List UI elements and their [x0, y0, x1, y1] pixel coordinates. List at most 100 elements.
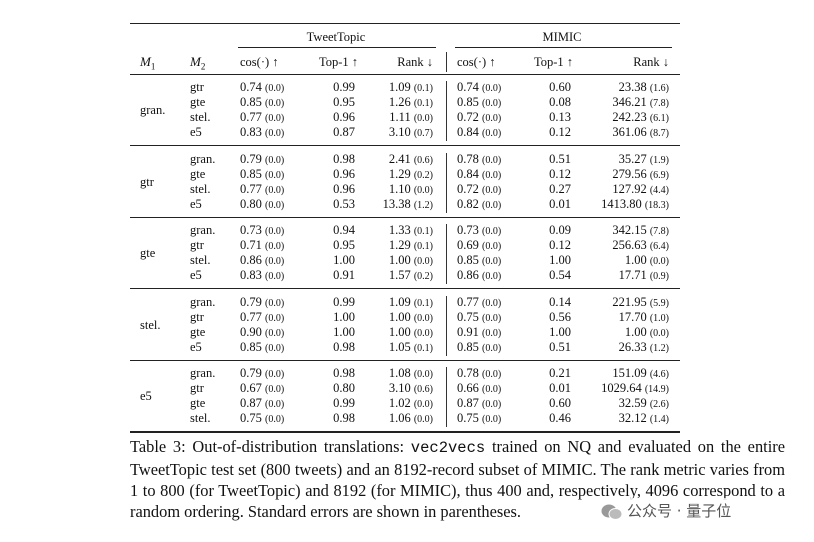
standard-error: (1.2) [413, 199, 433, 211]
cell-value: 0.21 [549, 366, 571, 381]
model-name: gtr [140, 174, 154, 189]
cell: 151.09 (4.6) [612, 366, 669, 382]
standard-error: (0.0) [265, 414, 285, 426]
cell: 1.29 (0.1) [389, 238, 433, 254]
cell-value: 1.00 [333, 324, 355, 339]
cell: 0.77 (0.0) [240, 182, 284, 198]
standard-error: (0.0) [482, 414, 502, 426]
standard-error: (0.1) [413, 226, 433, 238]
group-header: TweetTopic [307, 30, 366, 44]
caption-code: vec2vecs [410, 439, 486, 457]
cell-value: 346.21 [612, 95, 647, 109]
cell-value: 0.84 [457, 125, 479, 139]
cell: 1.00 (0.0) [389, 325, 433, 341]
rule [238, 47, 436, 48]
cell-value: gtr [190, 309, 204, 324]
cell: 2.41 (0.6) [389, 152, 433, 168]
standard-error: (0.0) [482, 327, 502, 339]
standard-error: (0.0) [482, 297, 502, 309]
cell-value: 0.27 [549, 181, 571, 196]
cell: gtr [190, 381, 204, 395]
cell: 0.98 [333, 411, 355, 425]
cell: 361.06 (8.7) [612, 125, 669, 141]
caption: Table 3: Out-of-distribution translation… [130, 436, 785, 522]
cell: 0.77 (0.0) [240, 310, 284, 326]
cell-value: 0.83 [240, 125, 262, 139]
cell-value: 0.12 [549, 166, 571, 181]
column-divider [446, 152, 447, 213]
cell-value: 0.99 [333, 294, 355, 309]
cell-value: 0.78 [457, 366, 479, 381]
subscript: 1 [150, 61, 156, 72]
cell: e5 [190, 340, 202, 354]
cell-value: 0.85 [457, 253, 479, 268]
standard-error: (0.1) [413, 83, 433, 94]
standard-error: (0.0) [413, 113, 433, 124]
cell-value: 0.75 [457, 309, 479, 324]
cell-value: 0.79 [240, 366, 262, 381]
column-title: cos(·) ↑ [240, 55, 279, 69]
cell: gte [190, 95, 205, 109]
cell-value: 0.87 [457, 396, 479, 411]
cell: 0.54 [549, 268, 571, 282]
standard-error: (0.0) [265, 83, 285, 94]
cell: 0.60 [549, 80, 571, 94]
cell: 0.80 (0.0) [240, 197, 284, 213]
column-title: Top-1 ↑ [318, 55, 358, 69]
column-title: cos(·) ↑ [457, 55, 496, 69]
cell: 0.71 (0.0) [240, 238, 284, 254]
model-name: stel. [140, 317, 161, 332]
column-header: Rank ↓ [633, 55, 669, 69]
cell-value: 0.85 [240, 166, 262, 181]
standard-error: (1.9) [649, 154, 669, 166]
cell-value: 0.86 [240, 253, 262, 268]
cell-value: 1413.80 [601, 196, 642, 211]
cell-value: 32.59 [618, 396, 647, 411]
cell-value: 0.98 [333, 339, 355, 354]
cell: 0.85 (0.0) [457, 253, 501, 269]
standard-error: (0.0) [265, 128, 285, 139]
standard-error: (0.0) [265, 154, 285, 166]
cell-value: 0.77 [240, 181, 262, 196]
cell-value: 0.86 [457, 268, 479, 283]
cell-value: 0.96 [333, 166, 355, 181]
cell-value: 151.09 [612, 366, 647, 381]
cell-value: 0.95 [333, 95, 355, 109]
standard-error: (0.0) [265, 199, 285, 211]
cell-value: 1.08 [388, 366, 411, 381]
cell: 1.00 (0.0) [625, 325, 669, 341]
cell: 1.00 [549, 325, 571, 339]
cell: 242.23 (6.1) [612, 110, 669, 126]
cell: 0.87 (0.0) [240, 396, 284, 412]
cell: 1.09 (0.1) [389, 80, 433, 96]
column-divider [446, 52, 447, 72]
group-title: TweetTopic [306, 30, 366, 44]
cell-value: 1029.64 [601, 381, 642, 396]
cell: gran. [190, 366, 215, 380]
cell-value: e5 [190, 125, 202, 139]
cell-value: 1.00 [388, 324, 411, 339]
cell: 0.12 [549, 238, 571, 252]
rule [130, 431, 680, 433]
standard-error: (0.6) [413, 384, 433, 396]
cell-value: 0.08 [549, 95, 571, 109]
cell-value: 0.56 [549, 309, 571, 324]
cell-value: 1.00 [549, 253, 571, 268]
rule [130, 74, 680, 75]
watermark-text: 公众号 · 量子位 [627, 502, 732, 520]
standard-error: (1.0) [649, 312, 669, 324]
cell: 0.85 (0.0) [457, 340, 501, 356]
standard-error: (2.6) [649, 399, 669, 411]
cell: 1.00 (0.0) [389, 310, 433, 326]
cell-value: 0.01 [549, 196, 571, 211]
column-header: cos(·) ↑ [240, 55, 279, 69]
cell-value: gtr [190, 80, 204, 94]
cell-value: 279.56 [612, 166, 647, 181]
cell: gran. [190, 295, 215, 309]
standard-error: (0.0) [482, 113, 502, 124]
cell: 0.82 (0.0) [457, 197, 501, 213]
column-title: Rank ↓ [633, 55, 669, 69]
cell-value: 0.77 [457, 294, 479, 309]
watermark: 公众号 · 量子位 [597, 498, 736, 523]
cell-value: 0.77 [240, 309, 262, 324]
